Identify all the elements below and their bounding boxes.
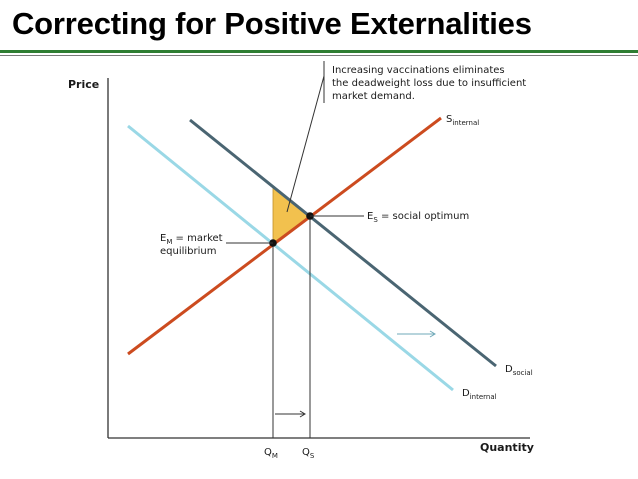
d-internal-curve: [127, 124, 454, 392]
qs-tick-label: QS: [302, 447, 315, 460]
quantity-shift-arrowhead: [299, 410, 306, 418]
title-rule-thin: [0, 55, 638, 56]
es-label: ES = social optimum: [367, 211, 469, 224]
callout-line-2: the deadweight loss due to insufficient: [332, 78, 526, 89]
demand-shift-arrowhead: [429, 330, 436, 338]
em-label: EM = market: [160, 233, 223, 246]
y-axis-label: Price: [68, 78, 99, 91]
s-internal-curve: [127, 116, 442, 356]
d-social-label: Dsocial: [505, 364, 533, 377]
s-internal-label: Sinternal: [446, 114, 479, 127]
callout-line-1: Increasing vaccinations eliminates: [332, 65, 505, 76]
x-axis-label: Quantity: [480, 441, 534, 454]
d-internal-label: Dinternal: [462, 388, 497, 401]
em-label-line-2: equilibrium: [160, 246, 217, 257]
slide-title: Correcting for Positive Externalities: [12, 6, 532, 41]
callout-line-3: market demand.: [332, 91, 415, 102]
callout-pointer-line: [286, 75, 325, 213]
title-rule: [0, 50, 638, 53]
callout-box: [324, 61, 535, 103]
qm-tick-label: QM: [264, 447, 278, 460]
d-social-curve: [189, 118, 497, 368]
